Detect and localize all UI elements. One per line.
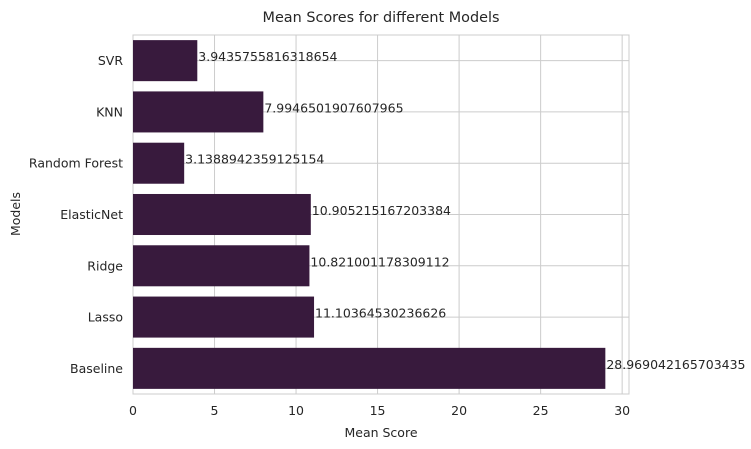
x-tick-label: 15 [370,403,386,418]
y-tick-labels: Baseline Lasso Ridge ElasticNet Random Fores… [29,53,123,376]
data-label: 28.969042165703435 [606,357,745,372]
bar [133,91,264,133]
y-tick-label: Baseline [70,361,123,376]
labels-layer: 28.969042165703435 11.10364530236626 10.82… [185,49,745,372]
x-tick-label: 30 [614,403,630,418]
data-label: 3.1388942359125154 [185,152,324,167]
y-tick-label: Random Forest [29,156,123,171]
x-axis-label: Mean Score [344,425,417,440]
y-tick-label: Lasso [88,310,123,325]
x-tick-labels: 0 5 10 15 20 25 30 [129,403,630,418]
data-label: 10.821001178309112 [310,254,449,269]
data-label: 7.9946501907607965 [264,100,403,115]
bar [133,347,606,389]
bar [133,142,185,184]
y-tick-label: ElasticNet [60,207,123,222]
y-axis-label: Models [8,192,23,236]
bar [133,40,198,82]
y-tick-label: Ridge [87,258,123,273]
bars-layer [133,40,606,389]
bar [133,296,315,338]
x-tick-label: 0 [129,403,137,418]
data-label: 11.10364530236626 [315,306,446,321]
data-label: 3.9435755816318654 [198,49,337,64]
data-label: 10.905215167203384 [312,203,451,218]
x-tick-label: 20 [451,403,467,418]
x-tick-label: 5 [211,403,219,418]
y-tick-label: KNN [96,104,123,119]
y-tick-label: SVR [98,53,123,68]
chart-title: Mean Scores for different Models [263,10,500,26]
x-tick-label: 10 [288,403,304,418]
x-tick-label: 25 [533,403,549,418]
bar [133,245,310,287]
bar [133,193,311,236]
